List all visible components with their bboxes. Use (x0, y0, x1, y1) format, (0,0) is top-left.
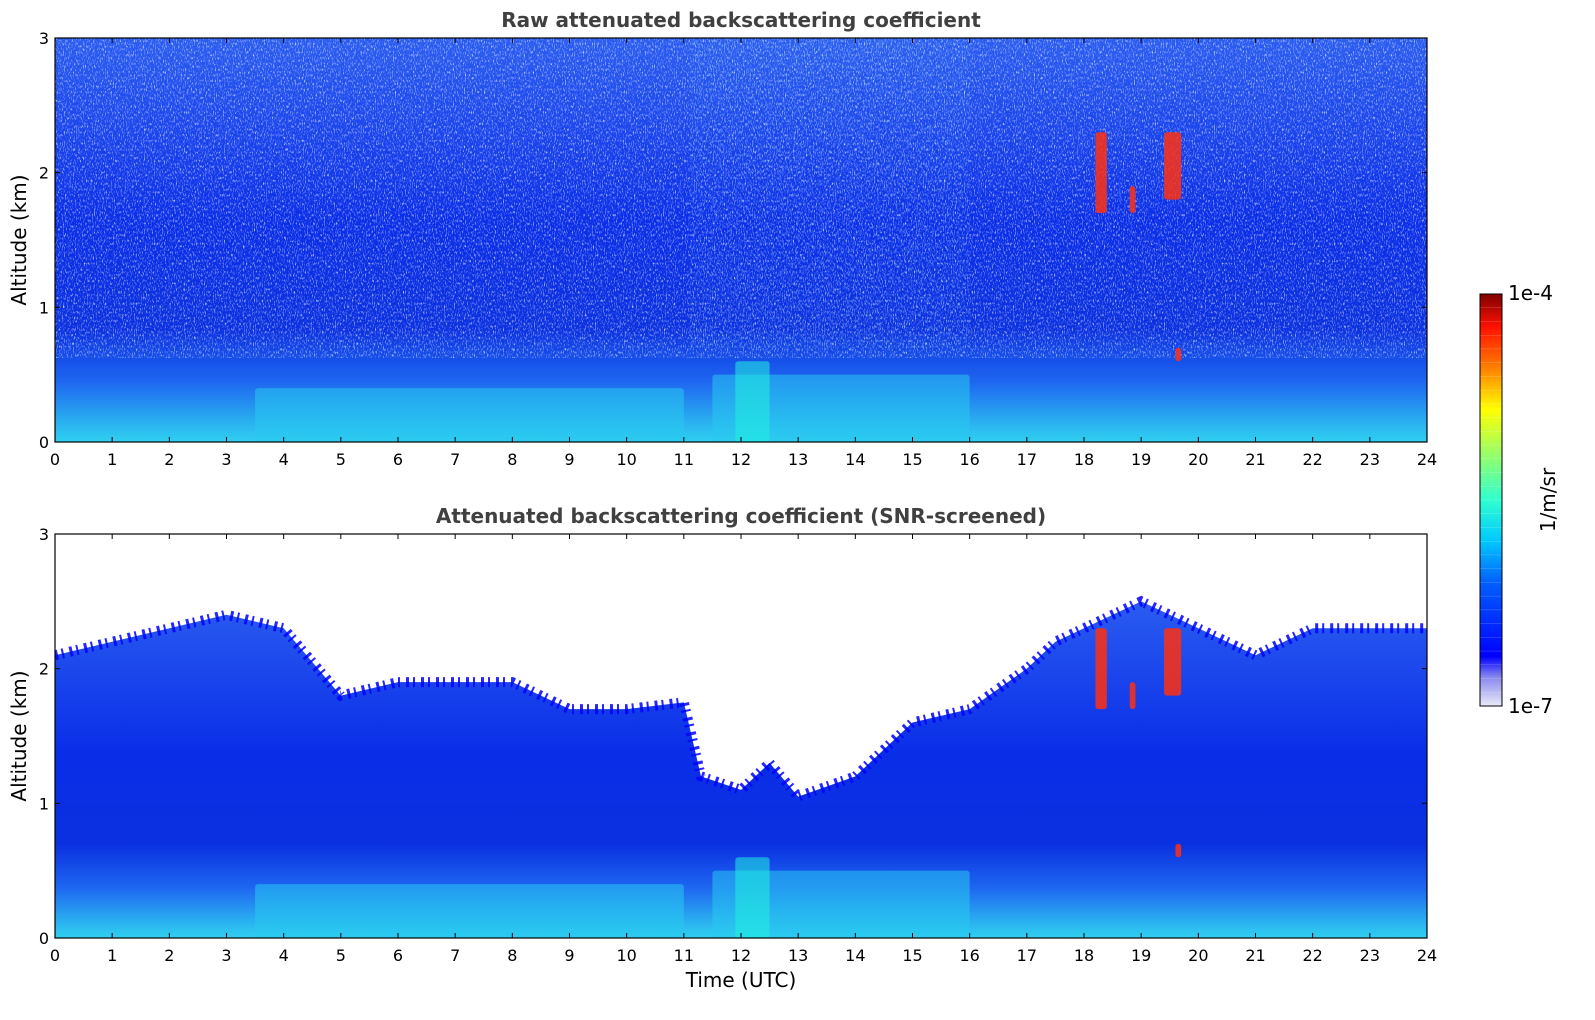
x-tick-label: 19 (1131, 450, 1151, 469)
panel2-valid-region (55, 601, 1427, 938)
y-tick-label: 1 (39, 298, 49, 317)
panel2-plot (55, 534, 1427, 938)
x-tick-label: 2 (164, 946, 174, 965)
x-tick-label: 6 (393, 450, 403, 469)
colorbar (1479, 293, 1503, 707)
colorbar-bands (1480, 307, 1502, 693)
x-tick-label: 12 (731, 450, 751, 469)
x-tick-label: 0 (50, 450, 60, 469)
y-tick-label: 1 (39, 794, 49, 813)
x-tick-label: 20 (1188, 450, 1208, 469)
x-tick-label: 16 (959, 450, 979, 469)
panel1-title: Raw attenuated backscattering coefficien… (501, 8, 981, 32)
x-tick-label: 22 (1302, 450, 1322, 469)
y-tick-label: 3 (39, 29, 49, 48)
x-tick-label: 3 (221, 450, 231, 469)
x-tick-label: 1 (107, 946, 117, 965)
feature-aerosol-plume (735, 361, 770, 442)
colorbar-min-label: 1e-7 (1508, 694, 1553, 718)
x-tick-label: 19 (1131, 946, 1151, 965)
x-tick-label: 7 (450, 946, 460, 965)
x-tick-label: 5 (336, 946, 346, 965)
x-tick-label: 22 (1302, 946, 1322, 965)
x-tick-label: 10 (616, 946, 636, 965)
panel1-plot (55, 38, 1427, 442)
x-tick-label: 5 (336, 450, 346, 469)
x-tick-label: 24 (1417, 946, 1437, 965)
x-tick-label: 13 (788, 946, 808, 965)
panel1-features (255, 132, 1182, 442)
x-tick-label: 21 (1245, 450, 1265, 469)
x-tick-label: 17 (1017, 450, 1037, 469)
feature-cloud (1164, 628, 1182, 696)
x-tick-label: 2 (164, 450, 174, 469)
feature-cloud (1175, 347, 1182, 362)
x-tick-label: 4 (279, 450, 289, 469)
x-tick-label: 8 (507, 450, 517, 469)
x-tick-label: 4 (279, 946, 289, 965)
panel1-y-label: Altitude (km) (7, 174, 31, 305)
x-tick-label: 15 (902, 946, 922, 965)
feature-cloud (1164, 132, 1182, 200)
x-tick-label: 3 (221, 946, 231, 965)
panel1-x-ticks: 0 1 2 3 4 5 6 7 8 9 10 11 12 13 14 15 16 17 18 19 20 21 22 23 24 (50, 38, 1437, 469)
panel1-noise-speckle-midday (690, 38, 970, 348)
x-axis-label: Time (UTC) (685, 968, 797, 992)
feature-aerosol-plume (735, 857, 770, 938)
panel2-features (255, 628, 1182, 938)
x-tick-label: 6 (393, 946, 403, 965)
colorbar-max-label: 1e-4 (1508, 281, 1553, 305)
feature-cloud (1129, 682, 1136, 710)
x-tick-label: 23 (1360, 946, 1380, 965)
panel2-y-label: Altitude (km) (7, 670, 31, 801)
y-tick-label: 3 (39, 525, 49, 544)
y-tick-label: 0 (39, 433, 49, 452)
x-tick-label: 24 (1417, 450, 1437, 469)
x-tick-label: 12 (731, 946, 751, 965)
x-tick-label: 11 (674, 450, 694, 469)
colorbar-unit-label: 1/m/sr (1536, 467, 1560, 532)
feature-cloud (1095, 628, 1107, 710)
panel2-valid-edge (55, 595, 1427, 803)
y-tick-label: 0 (39, 929, 49, 948)
y-tick-label: 2 (39, 660, 49, 679)
x-tick-label: 7 (450, 450, 460, 469)
panel1-y-ticks: 0 1 2 3 (39, 29, 1427, 452)
x-tick-label: 23 (1360, 450, 1380, 469)
x-tick-label: 18 (1074, 450, 1094, 469)
feature-cloud (1095, 132, 1107, 214)
x-tick-label: 21 (1245, 946, 1265, 965)
x-tick-label: 14 (845, 450, 865, 469)
feature-aerosol-layer (255, 884, 684, 938)
feature-aerosol-layer (712, 374, 970, 442)
x-tick-label: 20 (1188, 946, 1208, 965)
x-tick-label: 11 (674, 946, 694, 965)
y-tick-label: 2 (39, 164, 49, 183)
x-tick-label: 10 (616, 450, 636, 469)
panel2-y-ticks: 0 1 2 3 (39, 525, 1427, 948)
x-tick-label: 9 (564, 450, 574, 469)
x-tick-label: 13 (788, 450, 808, 469)
x-tick-label: 15 (902, 450, 922, 469)
panel2-x-ticks: 0 1 2 3 4 5 6 7 8 9 10 11 12 13 14 15 16 17 18 19 20 21 22 23 24 (50, 534, 1437, 965)
feature-cloud (1175, 843, 1182, 858)
x-tick-label: 17 (1017, 946, 1037, 965)
x-tick-label: 16 (959, 946, 979, 965)
x-tick-label: 0 (50, 946, 60, 965)
x-tick-label: 1 (107, 450, 117, 469)
x-tick-label: 9 (564, 946, 574, 965)
x-tick-label: 18 (1074, 946, 1094, 965)
x-tick-label: 14 (845, 946, 865, 965)
feature-aerosol-layer (712, 870, 970, 938)
feature-cloud (1129, 186, 1136, 214)
panel2-title: Attenuated backscattering coefficient (S… (436, 504, 1046, 528)
x-tick-label: 8 (507, 946, 517, 965)
feature-aerosol-layer (255, 388, 684, 442)
